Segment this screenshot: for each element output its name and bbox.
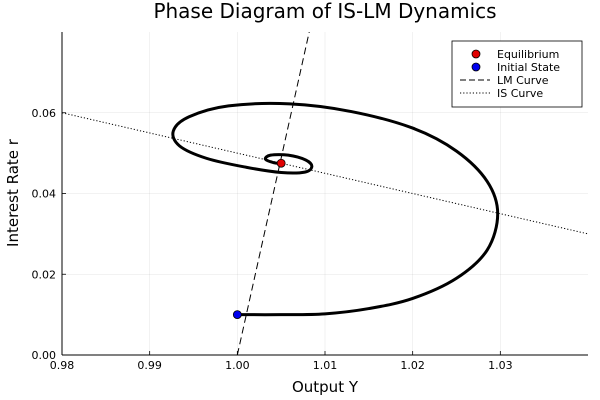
legend-initial-state-label: Initial State xyxy=(497,61,560,74)
plot-area xyxy=(62,32,588,355)
legend-equilibrium-marker xyxy=(471,49,481,59)
x-tick-label: 0.98 xyxy=(50,359,75,372)
y-tick-label: 0.02 xyxy=(32,268,57,281)
y-axis-label: Interest Rate r xyxy=(4,138,22,247)
equilibrium-point xyxy=(276,158,286,168)
y-tick-label: 0.06 xyxy=(32,107,57,120)
x-tick-label: 1.03 xyxy=(488,359,513,372)
x-tick-label: 1.01 xyxy=(313,359,338,372)
legend-is-curve-label: IS Curve xyxy=(497,87,543,100)
legend-equilibrium-label: Equilibrium xyxy=(497,48,559,61)
chart-title: Phase Diagram of IS-LM Dynamics xyxy=(153,0,496,23)
x-axis-label: Output Y xyxy=(292,378,359,396)
x-tick-label: 1.02 xyxy=(400,359,425,372)
y-tick-label: 0.00 xyxy=(32,349,57,362)
y-tick-label: 0.04 xyxy=(32,188,57,201)
initial-state-point xyxy=(232,310,242,320)
legend-lm-curve-label: LM Curve xyxy=(497,74,549,87)
legend-initial-state-marker xyxy=(471,62,481,72)
lm-curve-line xyxy=(236,32,310,355)
is-curve-line xyxy=(62,112,588,235)
x-tick-label: 1.00 xyxy=(225,359,250,372)
trajectory-path xyxy=(171,101,500,317)
x-tick-label: 0.99 xyxy=(137,359,162,372)
tick-labels: 0.98 0.99 1.00 1.01 1.02 1.03 0.00 0.02 0.04 0.06 xyxy=(32,107,513,372)
